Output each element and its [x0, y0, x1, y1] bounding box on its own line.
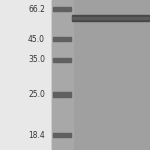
- Text: 35.0: 35.0: [28, 56, 45, 64]
- Bar: [72, 15, 148, 21]
- Bar: [53, 58, 71, 62]
- Bar: [72, 17, 148, 19]
- Bar: [52, 0, 150, 150]
- Bar: [53, 133, 71, 137]
- Text: 45.0: 45.0: [28, 34, 45, 43]
- Text: 66.2: 66.2: [28, 4, 45, 14]
- Bar: [53, 7, 71, 11]
- Bar: [53, 37, 71, 41]
- Bar: [52, 0, 73, 150]
- Text: 25.0: 25.0: [28, 90, 45, 99]
- Bar: [53, 92, 71, 97]
- Text: 18.4: 18.4: [28, 130, 45, 140]
